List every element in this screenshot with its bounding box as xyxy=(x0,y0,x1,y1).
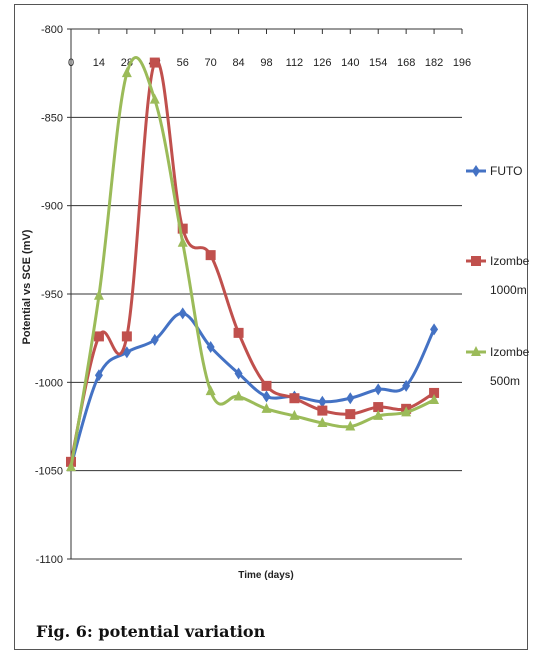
legend-label-line: 500m xyxy=(490,374,520,388)
legend-label: Izombe 1000m xyxy=(490,254,530,297)
data-point-diamond xyxy=(178,307,187,320)
x-tick-label: 112 xyxy=(286,57,304,69)
data-point-square xyxy=(177,223,188,234)
y-axis-title: Potential vs SCE (mV) xyxy=(21,229,33,344)
x-tick-label: 154 xyxy=(369,57,387,69)
series-1 xyxy=(66,57,440,467)
x-tick-label: 98 xyxy=(260,57,272,69)
data-point-triangle xyxy=(149,93,160,104)
data-point-triangle xyxy=(177,236,188,247)
x-tick-label: 140 xyxy=(341,57,359,69)
x-tick-label: 196 xyxy=(453,57,471,69)
data-point-diamond xyxy=(318,395,327,408)
data-point-diamond xyxy=(94,369,103,382)
data-point-diamond xyxy=(430,323,439,336)
y-tick-label: -900 xyxy=(41,201,63,213)
data-point-diamond xyxy=(346,392,355,405)
data-point-triangle xyxy=(66,461,76,472)
x-tick-label: 84 xyxy=(232,57,244,69)
x-tick-label: 0 xyxy=(68,57,74,69)
data-point-diamond xyxy=(234,367,243,380)
x-axis-title: Time (days) xyxy=(238,570,293,581)
data-point-diamond xyxy=(122,346,131,359)
data-point-triangle xyxy=(471,346,481,356)
y-tick-label: -1050 xyxy=(35,466,63,478)
data-point-square xyxy=(471,256,481,266)
y-tick-label: -1000 xyxy=(35,377,63,389)
figure-caption: Fig. 6: potential variation xyxy=(36,622,266,641)
data-point-square xyxy=(205,250,216,261)
data-point-square xyxy=(345,409,356,420)
data-point-triangle xyxy=(345,420,356,431)
chart-frame xyxy=(14,4,528,650)
legend-label-line: FUTO xyxy=(490,164,522,178)
series-2 xyxy=(66,56,440,472)
legend-item: Izombe 500m xyxy=(466,345,530,388)
data-point-triangle xyxy=(401,406,412,417)
data-point-square xyxy=(149,57,160,68)
series-lines xyxy=(66,56,440,472)
x-tick-label: 182 xyxy=(425,57,443,69)
data-point-diamond xyxy=(262,390,271,403)
data-point-square xyxy=(121,331,132,342)
data-point-diamond xyxy=(150,333,159,346)
data-point-square xyxy=(317,405,328,416)
gridlines xyxy=(71,116,462,560)
data-point-square xyxy=(93,331,104,342)
legend-label-line: Izombe xyxy=(490,345,530,359)
x-tick-label: 168 xyxy=(397,57,415,69)
data-point-square xyxy=(261,380,272,391)
data-point-diamond xyxy=(206,341,215,353)
data-point-triangle xyxy=(233,390,244,401)
data-point-triangle xyxy=(205,385,216,396)
data-point-triangle xyxy=(373,409,384,420)
x-tick-labels: 014284256708498112126140154168182196 xyxy=(68,57,471,69)
series-line xyxy=(69,59,435,463)
data-point-triangle xyxy=(289,409,300,420)
legend-item: Izombe 1000m xyxy=(466,254,530,297)
data-point-diamond xyxy=(472,165,480,177)
data-point-triangle xyxy=(261,402,272,413)
data-point-diamond xyxy=(402,379,411,392)
y-tick-label: -800 xyxy=(41,24,63,36)
x-tick-label: 70 xyxy=(205,57,217,69)
legend-label: FUTO xyxy=(490,164,522,178)
x-tick-label: 14 xyxy=(93,57,105,69)
data-point-triangle xyxy=(93,289,104,300)
y-tick-label: -850 xyxy=(41,112,63,124)
data-point-square xyxy=(429,387,440,398)
y-tick-label: -950 xyxy=(41,289,63,301)
y-tick-label: -1100 xyxy=(36,554,63,566)
y-tick-labels: -800 -850 -900 -950 -1000 -1050 -1100 xyxy=(35,24,63,566)
x-tick-label: 126 xyxy=(313,57,331,69)
data-point-square xyxy=(373,402,384,413)
legend-label: Izombe 500m xyxy=(490,345,530,388)
data-point-square xyxy=(233,327,244,338)
data-point-diamond xyxy=(374,383,383,396)
legend-label-line: 1000m xyxy=(490,283,527,297)
data-point-triangle xyxy=(121,67,132,78)
legend-item: FUTO xyxy=(466,164,522,178)
data-point-square xyxy=(289,393,300,404)
legend-label-line: Izombe xyxy=(490,254,530,268)
series-line xyxy=(69,56,435,468)
x-tick-label: 56 xyxy=(177,57,189,69)
legend: FUTO Izombe 1000m Izombe 500m xyxy=(466,164,530,388)
data-point-triangle xyxy=(317,416,328,427)
data-point-triangle xyxy=(429,394,440,404)
